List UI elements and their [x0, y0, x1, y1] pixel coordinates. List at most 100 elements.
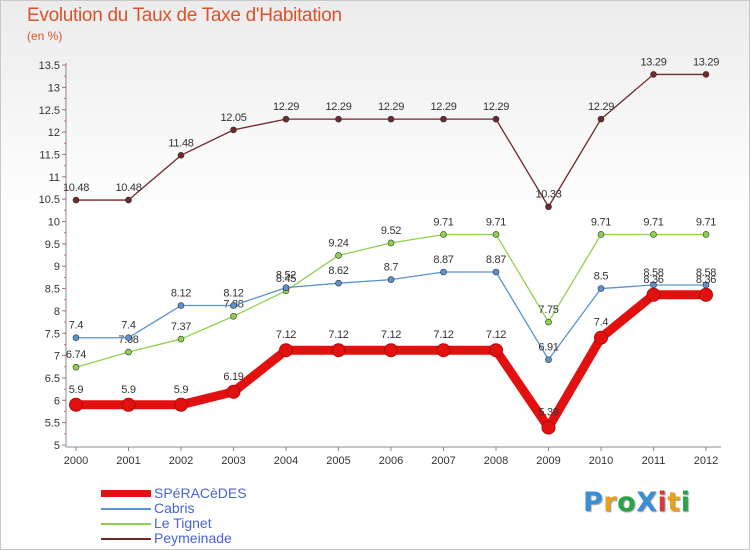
- logo-letter: r: [603, 487, 618, 518]
- data-label-cabris: 8.52: [276, 270, 296, 282]
- y-tick-label: 12.5: [39, 105, 60, 117]
- data-label-peymeinade: 11.48: [168, 137, 193, 149]
- data-point-peymeinade: [177, 152, 185, 159]
- data-point-speracedes: [121, 397, 136, 412]
- data-point-cabris: [335, 279, 342, 287]
- y-tick-label: 8: [54, 306, 60, 318]
- data-point-peymeinade: [282, 115, 290, 123]
- data-point-speracedes: [174, 397, 188, 412]
- data-label-speracedes: 7.4: [594, 317, 609, 329]
- x-tick-label: 2003: [221, 455, 245, 467]
- legend-label: SPéRACèDES: [154, 485, 247, 501]
- y-tick-label: 9: [54, 261, 60, 273]
- data-point-peymeinade: [650, 71, 657, 78]
- unit-label: (en %): [27, 29, 63, 43]
- data-point-peymeinade: [492, 115, 500, 123]
- x-tick-label: 2006: [379, 455, 403, 467]
- x-tick-label: 2011: [642, 455, 666, 467]
- x-tick-label: 2012: [694, 455, 718, 467]
- data-label-le-tignet: 9.71: [486, 216, 506, 228]
- logo-letter: P: [583, 487, 604, 518]
- data-label-le-tignet: 9.24: [328, 237, 348, 249]
- data-label-speracedes: 5.39: [538, 407, 558, 419]
- data-label-le-tignet: 8.45: [276, 273, 296, 285]
- x-tick-label: 2009: [536, 455, 560, 467]
- data-point-le-tignet: [177, 335, 185, 343]
- data-point-le-tignet: [702, 231, 710, 238]
- legend-item: Cabris: [101, 500, 321, 516]
- data-label-le-tignet: 7.37: [171, 321, 191, 333]
- legend-label: Peymeinade: [154, 530, 232, 546]
- data-point-peymeinade: [702, 71, 710, 78]
- logo-letter: o: [617, 487, 637, 518]
- data-point-le-tignet: [335, 252, 342, 259]
- data-label-speracedes: 5.9: [121, 384, 136, 396]
- data-label-speracedes: 7.12: [381, 329, 401, 341]
- data-point-peymeinade: [230, 126, 237, 134]
- legend-swatch: [101, 523, 151, 525]
- data-point-cabris: [492, 268, 500, 276]
- data-point-cabris: [72, 334, 80, 342]
- logo-letter: i: [680, 487, 691, 518]
- data-label-le-tignet: 9.71: [433, 216, 453, 228]
- data-label-cabris: 6.91: [538, 342, 558, 354]
- data-point-cabris: [440, 268, 447, 276]
- y-tick-label: 10: [48, 217, 60, 229]
- data-label-le-tignet: 6.74: [66, 349, 86, 361]
- data-point-peymeinade: [72, 196, 80, 204]
- data-point-cabris: [177, 302, 185, 309]
- y-tick-label: 8.5: [45, 284, 60, 296]
- data-label-peymeinade: 10.48: [63, 182, 89, 194]
- data-label-peymeinade: 10.48: [115, 182, 141, 194]
- data-label-le-tignet: 9.71: [643, 216, 663, 228]
- data-label-cabris: 8.87: [433, 254, 453, 266]
- x-tick-label: 2000: [64, 455, 88, 467]
- x-tick-label: 2007: [431, 455, 455, 467]
- data-label-peymeinade: 12.29: [483, 101, 509, 113]
- data-label-le-tignet: 9.52: [381, 225, 401, 237]
- x-tick-label: 2005: [326, 455, 350, 467]
- data-label-speracedes: 7.12: [328, 329, 348, 341]
- y-tick-label: 13.5: [39, 60, 60, 72]
- data-point-speracedes: [331, 343, 346, 358]
- data-label-cabris: 8.12: [223, 288, 243, 300]
- y-tick-label: 11: [49, 172, 60, 184]
- y-tick-label: 12: [48, 127, 60, 139]
- y-tick-label: 5: [54, 440, 60, 452]
- data-label-cabris: 8.87: [486, 254, 506, 266]
- data-point-le-tignet: [72, 363, 80, 371]
- legend-swatch: [101, 508, 151, 510]
- x-tick-label: 2010: [589, 455, 613, 467]
- data-point-cabris: [125, 334, 132, 342]
- data-label-speracedes: 8.36: [643, 274, 663, 286]
- logo-letter: t: [667, 487, 681, 518]
- y-tick-label: 6.5: [45, 373, 60, 385]
- data-label-speracedes: 6.19: [223, 371, 243, 383]
- data-point-le-tignet: [440, 231, 447, 238]
- proxiti-logo: ProXiti: [583, 487, 690, 518]
- data-point-le-tignet: [125, 348, 132, 356]
- y-tick-label: 6: [54, 395, 60, 407]
- chart-legend: SPéRACèDES Cabris Le Tignet Peymeinade: [101, 485, 321, 546]
- chart-title: Evolution du Taux de Taxe d'Habitation: [27, 5, 342, 26]
- data-label-peymeinade: 13.29: [693, 56, 719, 68]
- data-point-speracedes: [384, 343, 398, 358]
- legend-swatch: [101, 538, 151, 540]
- data-label-peymeinade: 12.05: [220, 112, 246, 124]
- data-point-cabris: [597, 285, 605, 292]
- data-point-peymeinade: [125, 196, 132, 204]
- legend-label: Le Tignet: [154, 515, 212, 531]
- logo-letter: i: [657, 487, 668, 518]
- data-label-speracedes: 7.12: [276, 329, 296, 341]
- data-point-peymeinade: [387, 115, 395, 123]
- data-point-speracedes: [541, 420, 556, 435]
- data-point-le-tignet: [492, 231, 500, 238]
- data-label-cabris: 8.7: [384, 262, 399, 274]
- data-label-cabris: 8.62: [328, 265, 348, 277]
- data-point-speracedes: [594, 330, 608, 345]
- legend-item: Le Tignet: [101, 515, 321, 531]
- y-tick-label: 5.5: [45, 418, 60, 430]
- data-point-cabris: [230, 302, 237, 309]
- legend-swatch: [101, 490, 151, 497]
